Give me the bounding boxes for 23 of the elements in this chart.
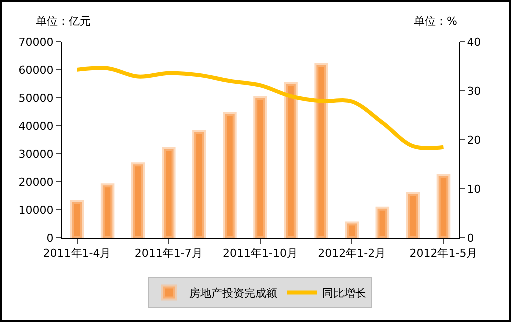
- y2-axis-title: 单位：%: [414, 15, 458, 28]
- y2-tick-label: 10: [467, 182, 482, 196]
- y-tick-label: 70000: [18, 36, 54, 49]
- y-tick-label: 10000: [18, 204, 54, 217]
- y-tick-label: 40000: [18, 120, 54, 133]
- x-tick-label: 2012年1-5月: [410, 247, 478, 260]
- y-tick-label: 0: [46, 232, 54, 245]
- y-tick-label: 20000: [18, 176, 54, 189]
- legend-label: 同比增长: [322, 286, 366, 300]
- y2-tick-label: 30: [467, 84, 482, 98]
- legend-label: 房地产投资完成额: [190, 286, 278, 300]
- y-tick-label: 50000: [18, 92, 54, 105]
- x-tick-label: 2011年1-4月: [43, 247, 112, 260]
- y2-tick-label: 0: [467, 232, 474, 245]
- line-series: [75, 66, 446, 150]
- x-tick-label: 2011年1-7月: [134, 247, 203, 260]
- y-axis-title: 单位：亿元: [36, 15, 91, 28]
- y2-tick-label: 40: [467, 36, 482, 49]
- y-tick-label: 60000: [18, 64, 54, 77]
- y-tick-label: 30000: [18, 148, 54, 161]
- x-tick-label: 2012年1-2月: [318, 247, 386, 260]
- y2-tick-label: 20: [467, 134, 482, 147]
- x-tick-label: 2011年1-10月: [223, 247, 298, 260]
